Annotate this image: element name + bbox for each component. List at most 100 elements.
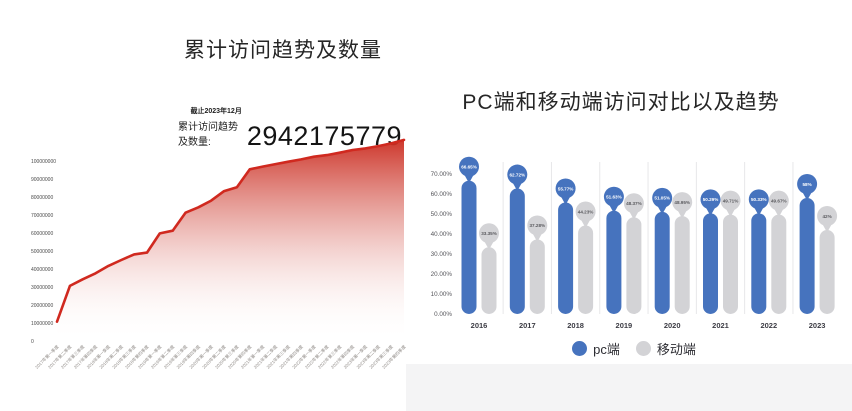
value-balloon-pc: [700, 189, 721, 210]
bar-pc: [461, 180, 477, 314]
value-balloon-mobile-tail: [822, 224, 832, 233]
y-axis-label: 40.00%: [431, 231, 453, 238]
value-balloon-pc-tail: [802, 192, 812, 201]
value-balloon-pc-value: 50.29%: [703, 197, 719, 202]
value-balloon-pc: [555, 178, 576, 199]
right-panel-footer-band: [406, 364, 852, 411]
cumulative-stat: 截止2023年12月 累计访问趋势及数量: 2942175779: [178, 106, 402, 152]
year-label: 2017: [519, 321, 536, 330]
value-balloon-pc-value: 62.72%: [510, 172, 526, 177]
y-axis-label: 10000000: [31, 321, 53, 327]
legend-label-mobile: 移动端: [656, 342, 696, 357]
bar-mobile: [674, 216, 690, 314]
stat-as-of: 截止2023年12月: [190, 108, 242, 115]
value-balloon-pc-tail: [464, 175, 474, 184]
bar-pc: [799, 198, 815, 314]
y-axis-label: 90000000: [31, 177, 53, 183]
year-label: 2018: [567, 321, 584, 330]
value-balloon-pc-tail: [706, 208, 715, 216]
y-axis-label: 40000000: [31, 267, 53, 273]
value-balloon-mobile: [479, 223, 499, 244]
legend-item-mobile[interactable]: 移动端: [635, 339, 696, 358]
y-axis-label: 30.00%: [431, 251, 453, 258]
mobile-legend-marker-icon: [635, 341, 651, 356]
cumulative-stat-labels: 截止2023年12月 累计访问趋势及数量:: [178, 106, 242, 148]
left-chart-title: 累计访问趋势及数量: [184, 39, 382, 62]
stat-value: 2942175779: [246, 121, 402, 152]
year-label: 2023: [809, 321, 826, 330]
year-label: 2022: [760, 321, 777, 330]
year-label: 2021: [712, 321, 729, 330]
y-axis-label: 20000000: [31, 303, 53, 309]
chart-legend: pc端 移动端: [436, 339, 832, 358]
value-balloon-mobile: [527, 215, 548, 236]
bar-mobile: [578, 225, 594, 314]
value-balloon-pc-value: 51.05%: [654, 196, 670, 201]
value-balloon-mobile: [720, 190, 741, 211]
value-balloon-mobile-value: 37.28%: [530, 223, 546, 228]
cumulative-area-chart: 0 10000000 20000000 30000000 40000000 5000000…: [31, 138, 408, 370]
area-series-line: [55, 138, 406, 323]
value-balloon-mobile-tail: [726, 209, 735, 218]
value-balloon-mobile-tail: [629, 211, 639, 220]
value-balloon-pc-tail: [609, 205, 619, 214]
bar-mobile: [626, 217, 642, 314]
pc-mobile-bar-chart: 0.00% 10.00% 20.00% 30.00% 40.00% 50.00% 60.00…: [431, 156, 838, 330]
y-axis-label: 30000000: [31, 285, 53, 291]
value-balloon-pc: [797, 174, 818, 194]
y-axis-label: 20.00%: [431, 271, 453, 278]
value-balloon-mobile: [672, 192, 693, 213]
y-axis-label: 50000000: [31, 249, 53, 255]
value-balloon-mobile-tail: [774, 209, 784, 218]
value-balloon-mobile: [623, 193, 644, 214]
value-balloon-mobile-tail: [533, 234, 542, 242]
year-label: 2019: [616, 321, 633, 330]
value-balloon-pc: [507, 164, 528, 185]
value-balloon-mobile-tail: [484, 242, 494, 250]
bar-mobile: [529, 239, 545, 314]
value-balloon-mobile-value: 49.67%: [771, 198, 787, 203]
value-balloon-mobile-tail: [581, 220, 590, 229]
y-axis-label: 70000000: [31, 213, 53, 219]
y-axis-label: 10.00%: [431, 291, 453, 298]
value-balloon-pc-value: 50.33%: [751, 197, 767, 202]
value-balloon-pc-value: 66.65%: [461, 165, 477, 170]
value-balloon-pc-tail: [561, 197, 570, 205]
y-axis-label: 60000000: [31, 231, 53, 237]
bar-pc: [703, 213, 718, 314]
y-axis-label: 80000000: [31, 195, 53, 201]
year-label: 2016: [471, 321, 488, 330]
area-series-fill: [57, 139, 404, 341]
value-balloon-pc: [748, 189, 769, 210]
bar-mobile: [771, 214, 787, 314]
bar-pc: [606, 210, 622, 314]
y-axis-label: 50.00%: [431, 211, 453, 218]
value-balloon-pc-tail: [754, 208, 764, 216]
bar-pc: [654, 211, 670, 314]
value-balloon-pc: [459, 156, 479, 177]
bar-mobile: [481, 247, 497, 314]
legend-label-pc: pc端: [593, 342, 620, 357]
value-balloon-pc-value: 55.77%: [558, 186, 574, 191]
bar-pc: [558, 202, 574, 314]
value-balloon-mobile: [575, 201, 596, 222]
y-axis-label: 0: [31, 339, 34, 345]
value-balloon-pc: [603, 186, 624, 207]
value-balloon-mobile-value: 48.37%: [626, 201, 642, 206]
value-balloon-pc-value: 58%: [802, 182, 811, 187]
value-balloon-pc-value: 51.63%: [606, 195, 622, 200]
value-balloon-pc-tail: [513, 183, 522, 192]
legend-item-pc[interactable]: pc端: [572, 339, 620, 358]
right-chart-title: PC端和移动端访问对比以及趋势: [462, 91, 780, 114]
value-balloon-mobile-value: 42%: [822, 214, 831, 219]
value-balloon-mobile-value: 44.23%: [578, 209, 594, 214]
y-axis-label: 70.00%: [431, 171, 453, 178]
y-axis-label: 60.00%: [431, 191, 453, 198]
y-axis-label: 0.00%: [434, 311, 452, 318]
value-balloon-mobile: [768, 190, 789, 211]
value-balloon-mobile: [817, 206, 838, 226]
value-balloon-pc: [652, 187, 673, 208]
value-balloon-mobile-value: 48.95%: [674, 200, 690, 205]
bar-pc: [509, 188, 525, 314]
